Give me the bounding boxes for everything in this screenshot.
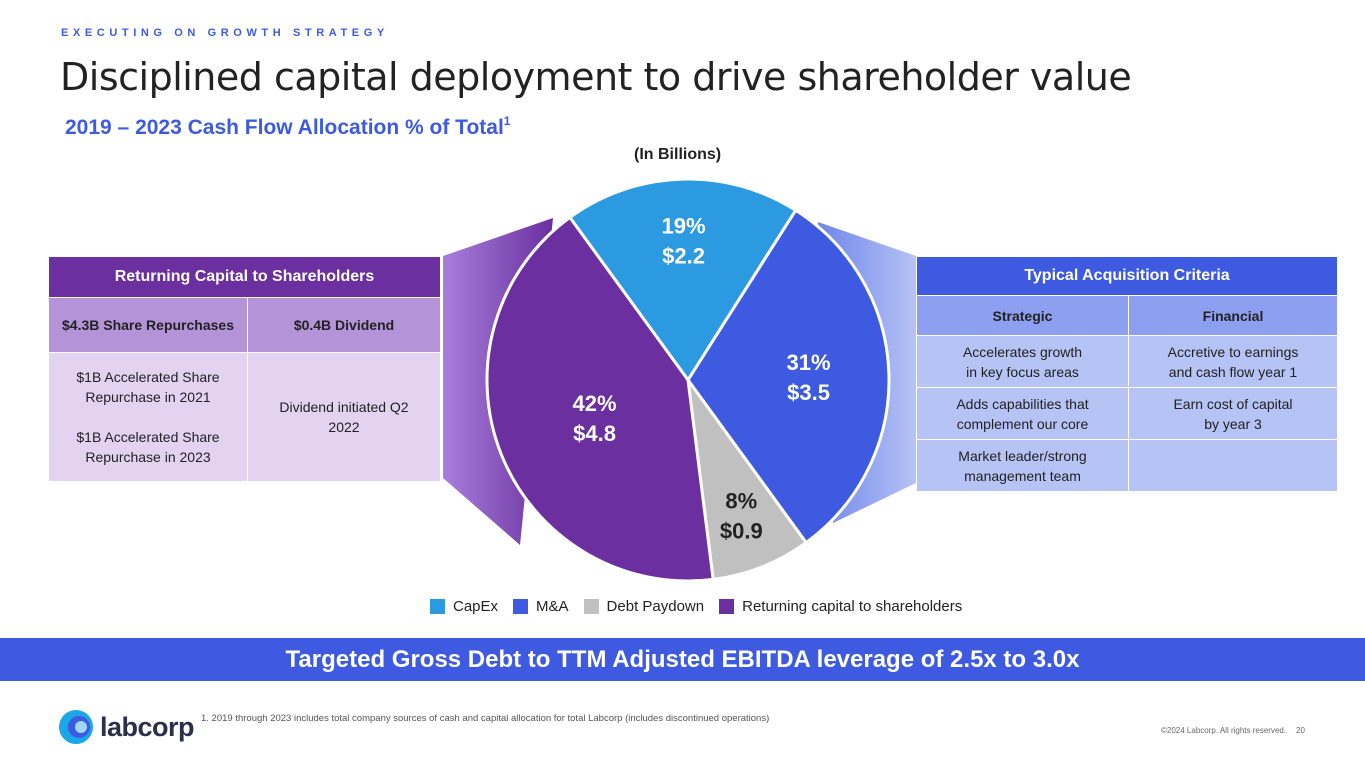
slice-percent-label: 19%	[662, 213, 706, 238]
legend-label: CapEx	[453, 598, 499, 615]
financial-cell	[1128, 439, 1338, 492]
acquisition-criteria-header: Typical Acquisition Criteria	[916, 256, 1338, 296]
cell-line: Earn cost of capital	[1173, 395, 1293, 412]
pie-labels: 19% $2.2 31% $3.5 8% $0.9 42% $4.8	[573, 213, 831, 543]
dividend-cell: Dividend initiated Q2 2022	[247, 352, 441, 482]
pie-slice-debt-paydown	[686, 378, 808, 581]
leverage-target-banner: Targeted Gross Debt to TTM Adjusted EBIT…	[0, 638, 1365, 681]
strategic-cell: Adds capabilities that complement our cor…	[916, 387, 1129, 440]
footnote: 1. 2019 through 2023 includes total comp…	[201, 713, 770, 724]
legend-swatch	[430, 599, 445, 614]
returning-capital-header: Returning Capital to Shareholders	[48, 256, 441, 298]
table-row: Accelerates growth in key focus areas Acc…	[916, 335, 1338, 388]
cell-line: Accelerates growth	[962, 343, 1083, 360]
share-repurchases-cell: $1B Accelerated Share Repurchase in 2021…	[48, 352, 248, 482]
pie-slice-m-a	[686, 208, 891, 545]
strategic-cell: Accelerates growth in key focus areas	[916, 335, 1129, 388]
subtitle-text: 2019 – 2023 Cash Flow Allocation % of To…	[65, 116, 504, 139]
strategic-header: Strategic	[916, 295, 1129, 336]
labcorp-logo-icon	[59, 710, 93, 744]
legend-label: M&A	[536, 598, 569, 615]
dividend-header: $0.4B Dividend	[247, 297, 441, 353]
financial-cell: Earn cost of capital by year 3	[1128, 387, 1338, 440]
repurchase-2021-line2: Repurchase in 2021	[85, 389, 211, 405]
legend-label: Returning capital to shareholders	[742, 598, 963, 615]
slice-value-label: $0.9	[720, 519, 763, 544]
returning-capital-table: Returning Capital to Shareholders $4.3B …	[48, 256, 441, 482]
share-repurchases-header: $4.3B Share Repurchases	[48, 297, 248, 353]
pie-slices	[485, 177, 891, 583]
footnote-ref: 1	[503, 114, 511, 128]
cell-line: Adds capabilities that	[956, 395, 1089, 412]
legend-swatch	[583, 599, 599, 614]
section-eyebrow: EXECUTING ON GROWTH STRATEGY	[61, 27, 389, 39]
cell-line: management team	[964, 467, 1081, 484]
repurchase-2021-line1: $1B Accelerated Share	[76, 369, 220, 385]
labcorp-logo: labcorp	[58, 709, 195, 745]
slice-value-label: $3.5	[787, 380, 830, 405]
cell-line: complement our core	[956, 415, 1089, 432]
strategic-cell: Market leader/strong management team	[916, 439, 1129, 492]
cell-line: Market leader/strong	[958, 447, 1087, 464]
cell-line: by year 3	[1204, 415, 1262, 432]
legend-swatch	[719, 599, 735, 614]
chart-subtitle: 2019 – 2023 Cash Flow Allocation % of To…	[65, 114, 511, 140]
unit-label: (In Billions)	[634, 146, 722, 163]
slice-value-label: $4.8	[573, 421, 616, 446]
cell-line: Accretive to earnings	[1167, 343, 1299, 360]
legend-item-returning-capital: Returning capital to shareholders	[719, 598, 962, 615]
pie-slice-returning-capital-to-shareholders	[485, 215, 715, 583]
dividend-line1: Dividend initiated Q2	[279, 399, 409, 415]
legend-item-debt-paydown: Debt Paydown	[583, 598, 705, 615]
dividend-line2: 2022	[328, 419, 360, 435]
page-title: Disciplined capital deployment to drive …	[60, 55, 1132, 99]
acquisition-criteria-table: Typical Acquisition Criteria Strategic F…	[916, 256, 1338, 492]
repurchase-2023-line1: $1B Accelerated Share	[76, 429, 220, 445]
copyright: ©2024 Labcorp. All rights reserved.	[1161, 726, 1287, 735]
financial-cell: Accretive to earnings and cash flow year …	[1128, 335, 1338, 388]
table-row: Market leader/strong management team	[916, 439, 1338, 492]
cell-line: and cash flow year 1	[1168, 363, 1298, 380]
financial-header: Financial	[1128, 295, 1338, 336]
pie-slice-capex	[568, 177, 798, 382]
slice-percent-label: 42%	[573, 391, 617, 416]
slice-percent-label: 31%	[787, 350, 831, 375]
logo-text: labcorp	[100, 711, 195, 742]
legend-item-ma: M&A	[513, 598, 569, 615]
cell-line: in key focus areas	[966, 363, 1079, 380]
legend-swatch	[513, 599, 529, 614]
slice-percent-label: 8%	[725, 489, 757, 514]
chart-legend: CapEx M&A Debt Paydown Returning capital…	[430, 598, 977, 615]
table-row: Adds capabilities that complement our cor…	[916, 387, 1338, 440]
repurchase-2023-line2: Repurchase in 2023	[85, 449, 211, 465]
legend-label: Debt Paydown	[606, 598, 705, 615]
page-number: 20	[1296, 726, 1305, 735]
slice-value-label: $2.2	[662, 243, 705, 268]
legend-item-capex: CapEx	[430, 598, 498, 615]
